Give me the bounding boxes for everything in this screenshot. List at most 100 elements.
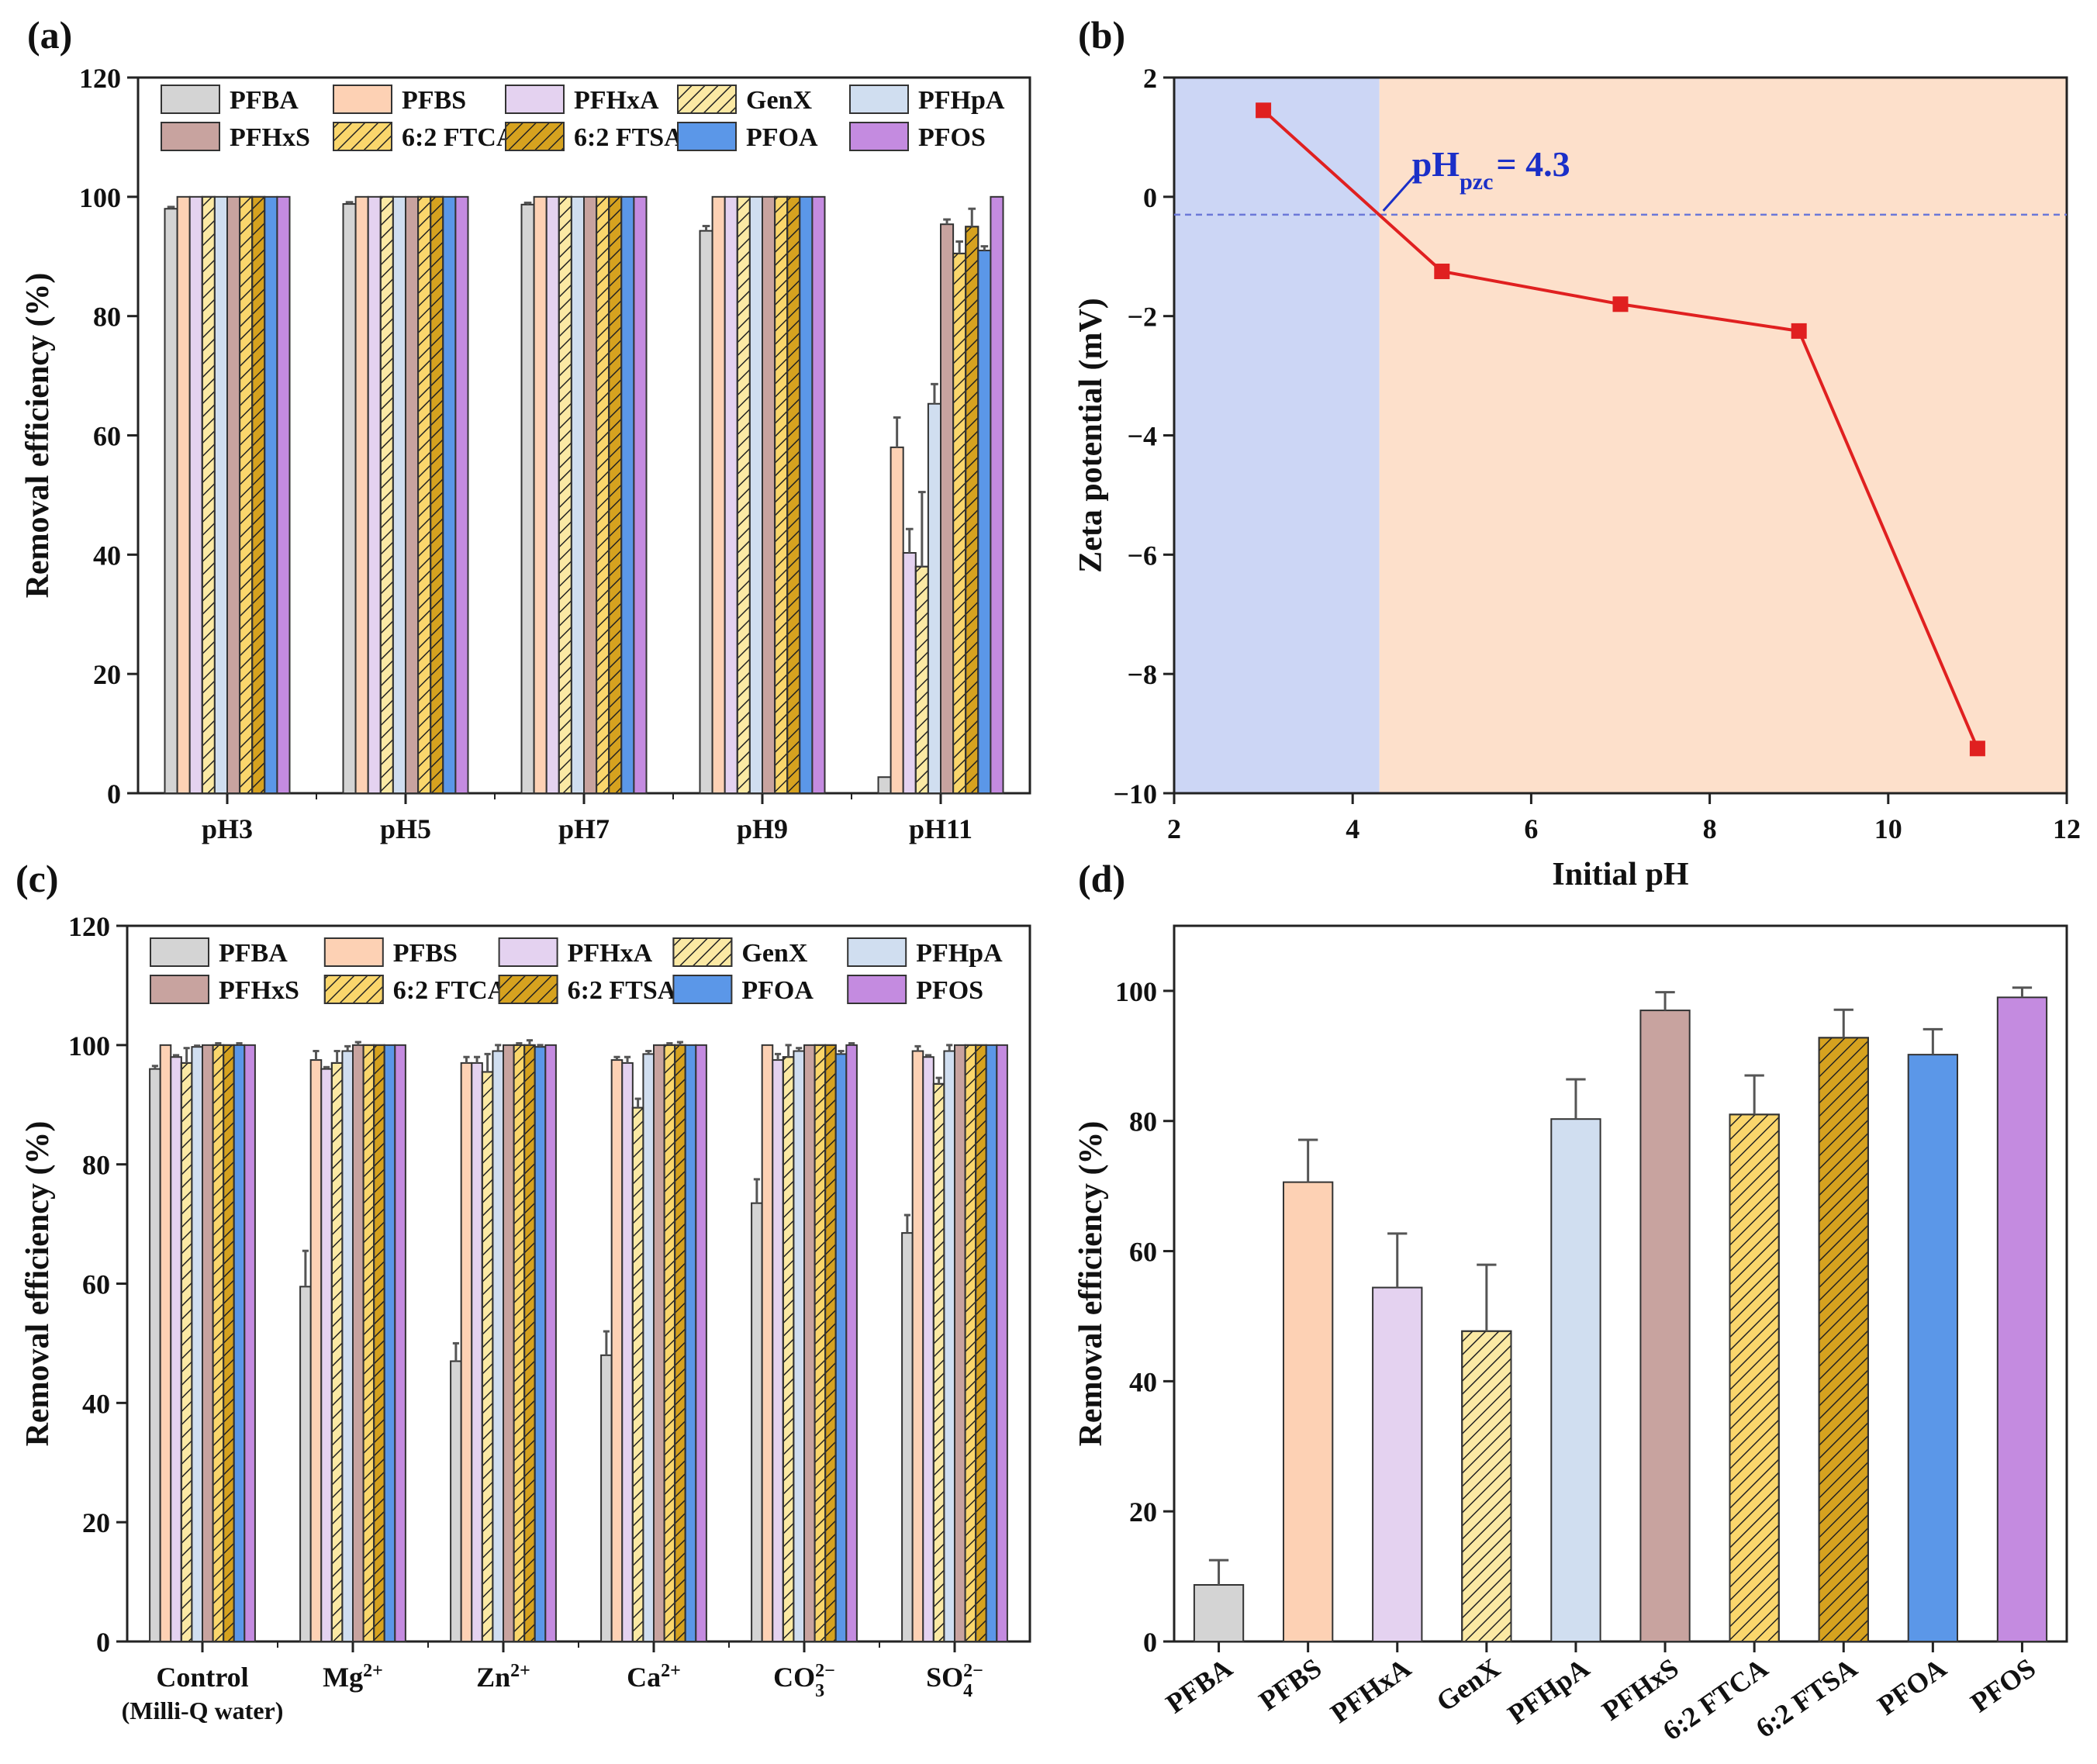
bar-PFBA [299,1286,312,1642]
legend-label-PFOA: PFOA [741,976,814,1005]
x-tick-label: pH7 [558,813,610,844]
y-tick-label: 120 [79,63,121,94]
bar-PFOS [544,1044,557,1643]
legend-swatch-PFHxS [161,122,220,151]
y-tick-label: 60 [82,1269,110,1300]
bar-6:2 FTSA-hatch [523,1044,536,1643]
bar-GenX-hatch [932,1082,945,1643]
y-tick-label: 100 [79,182,121,213]
legend-label-6:2 FTCA: 6:2 FTCA [393,976,507,1005]
bar-PFOS [1996,996,2048,1643]
legend-label-PFOA: PFOA [746,123,818,152]
x-tick-label: 12 [2053,813,2081,844]
bar-PFHxS [653,1044,665,1643]
bar-PFBA [149,1068,161,1642]
x-tick-label: 2 [1167,813,1181,844]
x-tick-label: GenX [1431,1652,1506,1717]
y-tick-label: 80 [82,1150,110,1181]
y-tick-label: 60 [1129,1237,1157,1268]
bar-6:2 FTCA-hatch [362,1044,375,1643]
bar-GenX-hatch [1461,1330,1512,1643]
bar-PFHpA [943,1050,956,1642]
bar-PFOA [620,195,635,795]
bar-PFHxS [1639,1010,1691,1642]
bar-PFHpA [793,1050,805,1642]
bar-GenX-hatch [558,195,572,795]
bar-PFOA [834,1053,848,1642]
bar-PFHxS [803,1044,816,1643]
legend-label-PFOS: PFOS [916,976,983,1005]
bar-6:2 FTSA-hatch [1818,1037,1869,1642]
x-tick-label: 10 [1874,813,1902,844]
bar-PFBS [309,1059,323,1642]
bar-PFHxA [724,195,738,795]
bar-PFHpA [392,195,406,795]
legend-label-GenX: GenX [746,86,812,115]
bar-GenX-hatch [736,195,751,795]
legend-swatch-PFOA [677,122,737,151]
legend-label-PFHpA: PFHpA [918,86,1005,115]
bar-PFBS [911,1050,924,1642]
bar-PFOS [695,1044,707,1643]
bar-6:2 FTSA-hatch [251,195,266,795]
bar-6:2 FTSA-hatch [223,1044,235,1643]
y-tick-label: −4 [1127,421,1157,452]
legend-label-PFHxA: PFHxA [568,939,653,968]
bar-PFBS [460,1062,473,1642]
legend-swatch-GenX-hatch [677,85,737,114]
legend-label-6:2 FTCA: 6:2 FTCA [402,123,516,152]
plot-frame [126,924,1031,1643]
bar-PFBS [159,1044,172,1643]
bar-PFBS [890,446,904,795]
x-tick-label: pH5 [380,813,431,844]
bar-PFOA [233,1044,246,1643]
x-tick-label: CO32− [773,1661,835,1701]
x-tick-label: 8 [1703,813,1717,844]
x-tick-label: 6 [1524,813,1538,844]
bar-PFOS [454,195,469,795]
legend-swatch-PFBS [323,937,384,967]
legend-label-GenX: GenX [741,939,807,968]
bar-PFHxA [545,195,560,795]
legend-swatch-PFOS [847,975,907,1004]
panel-label: (d) [1078,857,1125,900]
bar-PFBA [877,776,892,794]
x-tick-label: Mg2+ [323,1661,383,1693]
bar-6:2 FTCA-hatch [1729,1113,1780,1642]
bar-PFHxS [405,195,420,795]
bar-GenX-hatch [379,195,394,795]
legend-swatch-PFHxA [505,85,565,114]
y-tick-label: 100 [68,1030,110,1062]
bar-PFBS [761,1044,774,1643]
legend-label-PFBA: PFBA [219,939,288,968]
legend-label-PFHxS: PFHxS [219,976,299,1005]
legend-swatch-PFOA [672,975,733,1004]
bar-PFHxS [762,195,776,795]
data-point [1434,263,1450,279]
legend-swatch-PFBA [161,85,220,114]
bar-6:2 FTSA-hatch [786,195,801,795]
bar-PFHxA [902,552,917,794]
bar-6:2 FTSA-hatch [430,195,444,795]
y-tick-label: 80 [93,302,121,333]
y-tick-label: 0 [1143,1627,1157,1658]
bar-PFHpA [748,195,764,795]
bar-PFOS [990,195,1004,795]
y-tick-label: −10 [1113,778,1157,810]
bar-GenX-hatch [914,565,929,794]
legend-label-PFOS: PFOS [918,123,986,152]
bar-GenX-hatch [631,1106,644,1642]
bar-GenX-hatch [782,1056,795,1642]
bar-6:2 FTCA-hatch [417,195,432,795]
y-tick-label: −2 [1127,302,1157,333]
legend-swatch-GenX-hatch [672,937,733,967]
legend-swatch-PFHxS [150,975,209,1004]
bar-PFHxA [367,195,382,795]
legend-swatch-PFBS [333,85,392,114]
bar-PFHxA [772,1059,784,1642]
bar-PFBS [176,195,191,795]
pzc-annotation: pHpzc= 4.3 [1412,144,1570,195]
bar-PFHxS [583,195,598,795]
x-tick-label: PFBS [1253,1652,1327,1717]
